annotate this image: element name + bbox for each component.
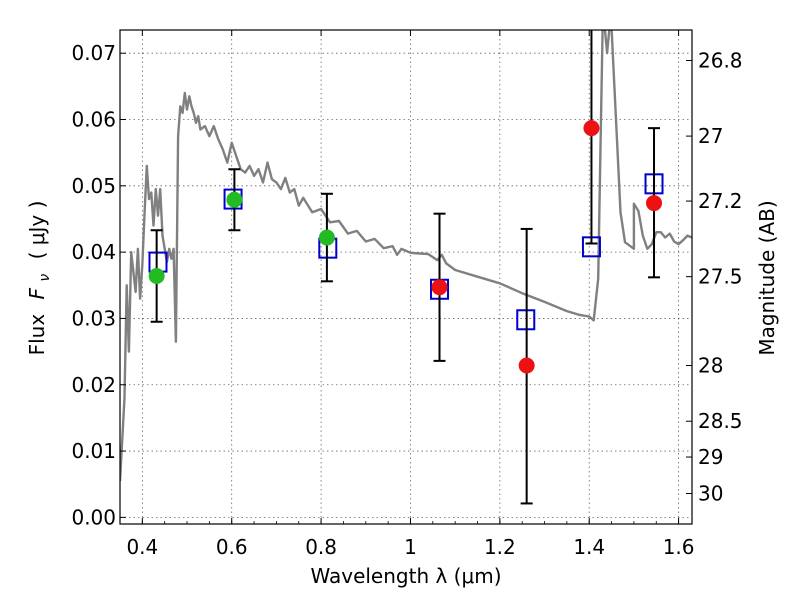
observed-flux-point <box>646 195 663 212</box>
x-tick-label: 0.6 <box>216 535 248 559</box>
y-tick-label: 0.07 <box>71 41 116 65</box>
y-tick-label: 0.02 <box>71 373 116 397</box>
y-axis-label-left: Flux F ν ( μJy ) <box>25 201 54 356</box>
plot-frame <box>119 29 693 525</box>
y-label-subscript: ν <box>37 274 53 282</box>
plot-series <box>120 30 692 505</box>
observed-flux-point <box>148 268 165 285</box>
y-tick-label: 0.03 <box>71 306 116 330</box>
x-axis-label: Wavelength λ (μm) <box>310 564 501 588</box>
observed-flux-point <box>583 120 600 137</box>
y-tick-label: 0.00 <box>71 505 116 529</box>
y-label-unit: ( μJy ) <box>25 201 49 260</box>
x-tick-label: 1.6 <box>663 535 695 559</box>
model-spectrum-line <box>120 30 692 481</box>
y-tick-label: 0.06 <box>71 108 116 132</box>
x-tick-label: 0.4 <box>126 535 158 559</box>
x-tick-label: 1 <box>404 535 417 559</box>
y-label-symbol: F <box>25 287 49 299</box>
magnitude-tick-label: 30 <box>698 481 723 505</box>
magnitude-tick-label: 27.5 <box>698 265 743 289</box>
y-axis-label-right: Magnitude (AB) <box>755 200 779 355</box>
magnitude-tick-label: 26.8 <box>698 49 743 73</box>
observed-flux-point <box>431 279 448 296</box>
magnitude-tick-label: 29 <box>698 445 723 469</box>
y-tick-label: 0.05 <box>71 174 116 198</box>
x-tick-label: 0.8 <box>305 535 337 559</box>
axis-ticks: 0.4 0.6 0.8 1 1.2 1.4 1.6 0.00 0.01 0.02 0.03 0.04 0… <box>71 30 743 559</box>
grid-lines <box>120 30 692 524</box>
y-tick-label: 0.01 <box>71 439 116 463</box>
x-tick-label: 1.2 <box>484 535 516 559</box>
observed-flux-point <box>226 191 243 208</box>
observed-flux-point <box>318 229 335 246</box>
observed-flux-point <box>518 357 535 374</box>
magnitude-tick-label: 27 <box>698 124 723 148</box>
magnitude-tick-label: 28.5 <box>698 409 743 433</box>
y-tick-label: 0.04 <box>71 240 116 264</box>
y-label-word: Flux <box>25 314 49 356</box>
x-tick-label: 1.4 <box>573 535 605 559</box>
magnitude-tick-label: 28 <box>698 354 723 378</box>
magnitude-tick-label: 27.2 <box>698 189 743 213</box>
